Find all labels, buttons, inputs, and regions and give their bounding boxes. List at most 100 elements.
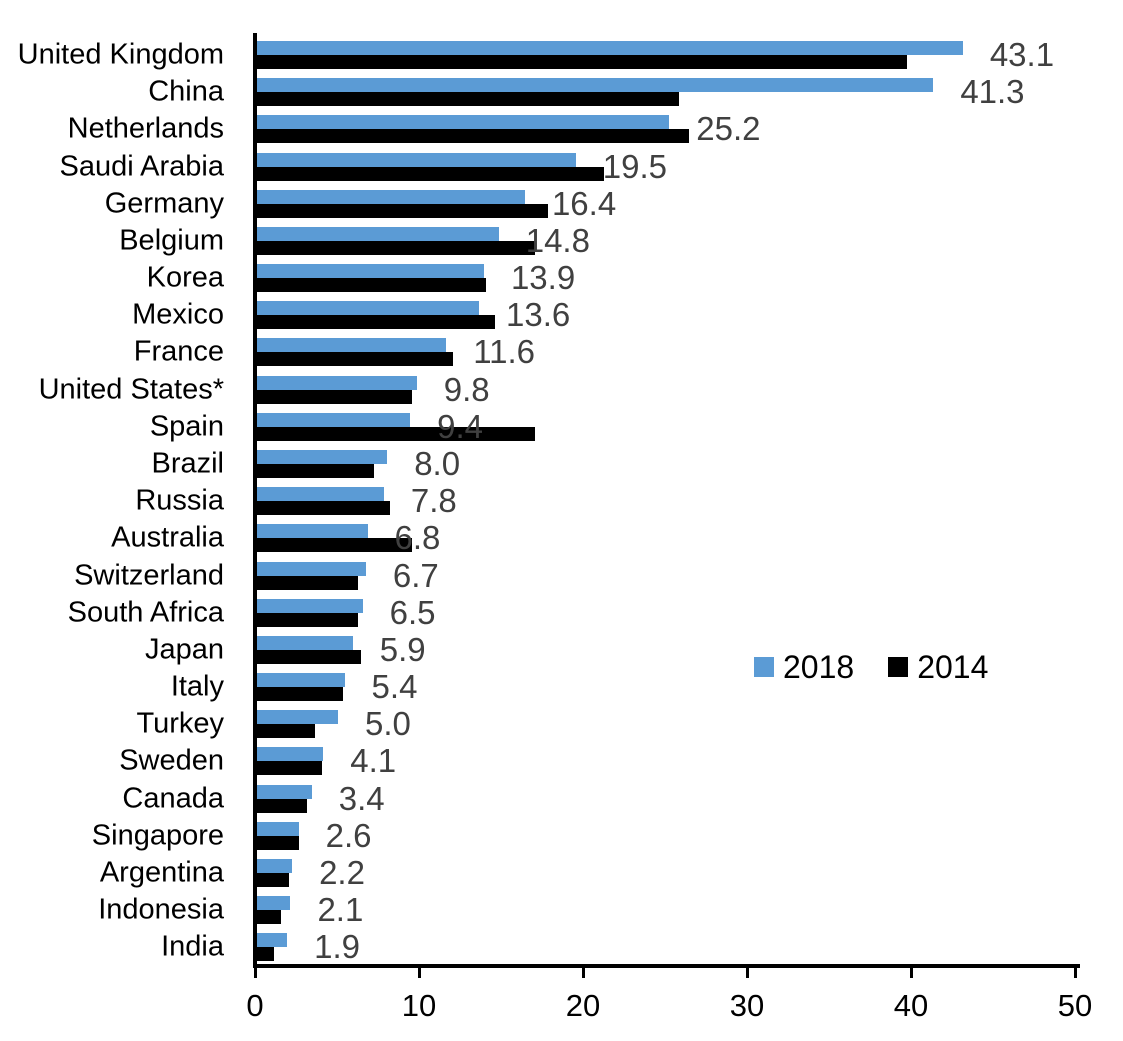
- category-label-saudi-arabia: Saudi Arabia: [59, 150, 224, 183]
- bar-2018-japan: [256, 635, 353, 650]
- value-label-singapore: 2.6: [325, 816, 372, 854]
- category-label-indonesia: Indonesia: [98, 893, 224, 926]
- bar-2014-switzerland: [256, 575, 358, 590]
- bar-2014-korea: [256, 278, 486, 293]
- x-tick-20: [581, 968, 585, 978]
- value-label-china: 41.3: [960, 73, 1025, 111]
- bar-2018-spain: [256, 412, 411, 427]
- bar-2014-netherlands: [256, 129, 689, 144]
- value-label-switzerland: 6.7: [392, 556, 439, 594]
- bar-2018-south-africa: [256, 598, 363, 613]
- category-label-belgium: Belgium: [119, 224, 224, 257]
- x-tick-10: [417, 968, 421, 978]
- bar-2014-china: [256, 92, 680, 107]
- value-label-turkey: 5.0: [365, 705, 411, 743]
- category-label-turkey: Turkey: [136, 707, 224, 740]
- bar-2018-canada: [256, 784, 312, 799]
- bar-2018-united-states: [256, 375, 417, 390]
- value-label-germany: 16.4: [551, 184, 617, 222]
- category-label-united-states: United States*: [38, 373, 224, 406]
- bar-2014-spain: [256, 426, 535, 441]
- value-label-indonesia: 2.1: [317, 891, 364, 929]
- category-label-australia: Australia: [111, 521, 224, 554]
- value-label-france: 11.6: [473, 333, 536, 371]
- value-label-saudi-arabia: 19.5: [602, 147, 668, 185]
- legend-swatch-2018: [754, 657, 774, 677]
- value-label-japan: 5.9: [379, 630, 426, 668]
- bar-2018-belgium: [256, 226, 499, 241]
- value-label-australia: 6.8: [394, 519, 441, 557]
- category-label-spain: Spain: [149, 410, 224, 443]
- legend: 2018 2014: [754, 651, 988, 683]
- bar-2018-singapore: [256, 821, 299, 836]
- bar-2014-indonesia: [256, 910, 281, 925]
- x-tick-30: [745, 968, 749, 978]
- x-tick-label-50: 50: [1057, 988, 1093, 1023]
- value-label-belgium: 14.8: [525, 221, 590, 259]
- y-axis-line: [253, 33, 257, 968]
- bar-2018-france: [256, 338, 447, 353]
- category-label-brazil: Brazil: [151, 447, 224, 480]
- category-label-mexico: Mexico: [132, 298, 224, 331]
- category-label-france: France: [133, 335, 224, 368]
- x-tick-label-30: 30: [729, 988, 765, 1023]
- bar-2018-switzerland: [256, 561, 366, 576]
- x-tick-50: [1073, 968, 1077, 978]
- category-label-italy: Italy: [170, 670, 224, 703]
- value-label-south-africa: 6.5: [389, 593, 436, 631]
- bar-2018-united-kingdom: [256, 41, 963, 55]
- bar-2018-italy: [256, 673, 345, 688]
- bar-2014-south-africa: [256, 612, 358, 627]
- legend-item-2014: 2014: [888, 651, 988, 683]
- x-tick-label-10: 10: [401, 988, 437, 1023]
- x-axis-line: [253, 964, 1080, 968]
- bar-2014-italy: [256, 687, 343, 702]
- bar-2014-argentina: [256, 872, 289, 887]
- category-label-south-africa: South Africa: [67, 596, 224, 629]
- category-label-netherlands: Netherlands: [67, 112, 224, 145]
- category-label-sweden: Sweden: [119, 744, 224, 777]
- bar-2014-france: [256, 352, 453, 367]
- bar-2014-australia: [256, 538, 412, 553]
- bar-2018-korea: [256, 264, 484, 279]
- bar-2014-sweden: [256, 761, 322, 776]
- bar-2014-germany: [256, 203, 548, 218]
- bar-2018-india: [256, 933, 288, 948]
- legend-item-2018: 2018: [754, 651, 854, 683]
- value-label-united-states: 9.8: [443, 370, 490, 408]
- bar-2018-china: [256, 78, 934, 93]
- x-tick-label-40: 40: [893, 988, 929, 1023]
- legend-label-2014: 2014: [917, 649, 989, 685]
- value-label-argentina: 2.2: [319, 853, 365, 891]
- bar-2014-canada: [256, 798, 307, 813]
- bar-2014-japan: [256, 649, 361, 664]
- category-label-germany: Germany: [104, 187, 224, 220]
- bar-2018-australia: [256, 524, 368, 539]
- bar-2014-united-states: [256, 389, 412, 404]
- bar-2014-brazil: [256, 463, 375, 478]
- category-label-russia: Russia: [135, 484, 224, 517]
- bar-2014-russia: [256, 501, 391, 516]
- bar-2018-germany: [256, 189, 525, 204]
- bar-2018-turkey: [256, 710, 338, 725]
- value-label-canada: 3.4: [338, 779, 385, 817]
- category-label-singapore: Singapore: [91, 819, 224, 852]
- bar-2018-mexico: [256, 301, 480, 316]
- x-tick-40: [909, 968, 913, 978]
- value-label-spain: 9.4: [437, 407, 484, 445]
- value-label-india: 1.9: [314, 928, 361, 966]
- bar-2014-saudi-arabia: [256, 166, 604, 181]
- value-label-brazil: 8.0: [414, 444, 461, 482]
- bar-2014-belgium: [256, 240, 535, 255]
- value-label-sweden: 4.1: [350, 742, 397, 780]
- value-label-italy: 5.4: [371, 668, 418, 706]
- category-label-united-kingdom: United Kingdom: [17, 38, 224, 71]
- bar-2014-united-kingdom: [256, 55, 908, 69]
- category-label-china: China: [148, 75, 224, 108]
- category-label-korea: Korea: [146, 261, 224, 294]
- bar-2018-brazil: [256, 449, 388, 464]
- bar-2018-indonesia: [256, 896, 291, 911]
- bar-2014-singapore: [256, 835, 299, 850]
- value-label-netherlands: 25.2: [696, 110, 761, 148]
